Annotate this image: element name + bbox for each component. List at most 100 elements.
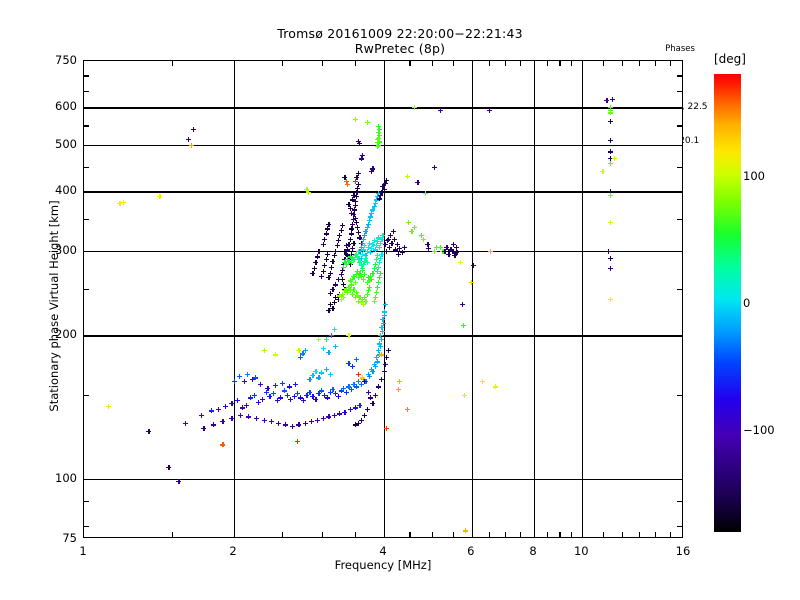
data-point: [361, 276, 367, 282]
data-point: [357, 260, 363, 266]
data-point: [339, 291, 345, 297]
data-point: [444, 244, 450, 250]
data-point: [357, 235, 363, 241]
data-point: [358, 156, 364, 162]
data-point: [431, 164, 437, 170]
data-point: [350, 216, 356, 222]
data-point: [248, 395, 254, 401]
data-point: [355, 225, 361, 231]
data-point: [339, 276, 345, 282]
data-point: [374, 269, 380, 275]
data-point: [404, 406, 410, 412]
data-point: [397, 379, 403, 385]
data-point: [333, 391, 339, 397]
data-point: [236, 374, 242, 380]
x-axis-tick: [655, 532, 657, 537]
data-point: [323, 257, 329, 263]
data-point: [330, 258, 336, 264]
gridline-horizontal: [84, 107, 682, 109]
y-axis-tick: [84, 90, 89, 92]
data-point: [191, 126, 197, 132]
data-point: [368, 214, 374, 220]
data-point: [307, 389, 313, 395]
x-axis-tick: [452, 61, 455, 66]
data-point: [458, 260, 464, 266]
data-point: [461, 322, 467, 328]
gridline-horizontal: [84, 335, 682, 337]
data-point: [404, 173, 410, 179]
data-point: [378, 270, 384, 276]
y-axis-tick: [84, 289, 89, 291]
data-point: [220, 419, 226, 425]
data-point: [409, 228, 415, 234]
data-point: [254, 416, 260, 422]
data-point: [361, 261, 367, 267]
data-point: [319, 370, 325, 376]
data-point: [358, 417, 364, 423]
data-point: [348, 283, 354, 289]
y-axis-tick-major: [84, 191, 91, 193]
data-point: [350, 245, 356, 251]
x-axis-tick: [547, 61, 549, 66]
x-axis-tick: [171, 61, 173, 66]
data-point: [342, 286, 348, 292]
data-point: [326, 350, 332, 356]
data-point: [331, 300, 337, 306]
data-point: [350, 197, 356, 203]
x-axis-tick: [409, 61, 411, 66]
data-point: [211, 422, 217, 428]
data-point: [354, 174, 360, 180]
data-point: [370, 241, 376, 247]
data-point: [313, 260, 319, 266]
data-point: [356, 257, 362, 263]
data-point: [320, 345, 326, 351]
data-point: [286, 384, 292, 390]
data-point: [351, 273, 357, 279]
data-point: [335, 276, 341, 282]
data-point: [608, 220, 614, 226]
data-point: [362, 243, 368, 249]
data-point: [608, 296, 614, 302]
data-point: [338, 227, 344, 233]
data-point: [346, 241, 352, 247]
gridline-vertical: [384, 61, 386, 537]
data-point: [327, 290, 333, 296]
data-point: [335, 237, 341, 243]
data-point: [327, 302, 333, 308]
gridline-horizontal: [84, 191, 682, 193]
data-point: [377, 196, 383, 202]
data-point: [270, 391, 276, 397]
data-point: [342, 260, 348, 266]
data-point: [350, 255, 356, 261]
data-point: [362, 379, 368, 385]
data-point: [347, 406, 353, 412]
data-point: [376, 280, 382, 286]
data-point: [294, 438, 300, 444]
data-point: [608, 110, 614, 116]
data-point: [252, 392, 258, 398]
x-axis-title: Frequency [MHz]: [334, 558, 432, 572]
data-point: [358, 263, 364, 269]
data-point: [310, 372, 316, 378]
y-axis-tick-label: 500: [55, 137, 77, 152]
data-point: [363, 379, 369, 385]
data-point: [374, 194, 380, 200]
data-point: [367, 395, 373, 401]
data-point: [364, 280, 370, 286]
data-point: [308, 419, 314, 425]
data-point: [359, 266, 365, 272]
data-point: [351, 257, 357, 263]
y-axis-tick: [84, 125, 89, 127]
data-point: [373, 197, 379, 203]
data-point: [326, 414, 332, 420]
data-point: [370, 369, 376, 375]
x-axis-tick: [670, 61, 672, 66]
data-point: [359, 296, 365, 302]
y-axis-title: Stationary phase Virtual Height [km]: [47, 200, 61, 412]
data-point: [333, 295, 339, 301]
x-axis-tick: [547, 532, 549, 537]
x-axis-tick-label: 6: [467, 544, 475, 558]
data-point: [373, 354, 379, 360]
data-point: [355, 181, 361, 187]
x-axis-tick: [559, 61, 561, 66]
